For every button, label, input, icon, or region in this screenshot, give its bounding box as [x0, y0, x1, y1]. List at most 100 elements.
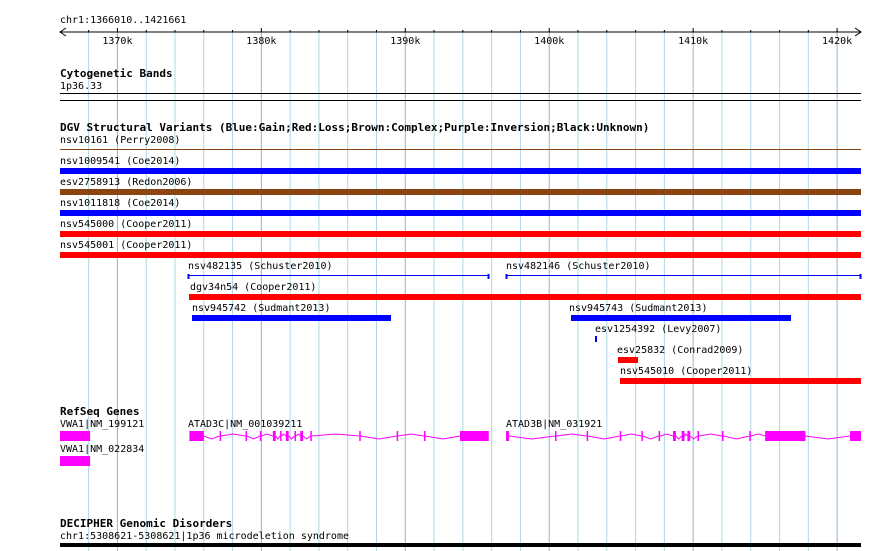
dgv-feature-label[interactable]: nsv545010 (Cooper2011) [620, 366, 753, 377]
gene-intron [288, 435, 295, 440]
dgv-feature-label[interactable]: nsv482135 (Schuster2010) [188, 261, 333, 272]
coordinate-ruler[interactable]: 1370k 1380k 1390k 1400k 1410k 1420k [0, 25, 890, 75]
gene-exon [506, 431, 509, 441]
gene-exon [586, 431, 589, 441]
dgv-feature-bar[interactable] [60, 210, 861, 216]
gene-intron [360, 435, 397, 440]
gene-intron [246, 435, 261, 440]
dgv-feature-label[interactable]: dgv34n54 (Cooper2011) [190, 282, 317, 293]
gene-exon [658, 431, 661, 441]
gene-intron [311, 433, 360, 437]
dgv-feature-label[interactable]: nsv545000 (Cooper2011) [60, 219, 193, 230]
ruler-left-arrow [59, 27, 67, 37]
gene-label[interactable]: ATAD3C|NM_001039211 [188, 419, 303, 430]
gene-exon [554, 431, 557, 441]
dgv-feature-label[interactable]: esv2758913 (Redon2006) [60, 177, 193, 188]
dgv-feature-bar[interactable] [595, 336, 597, 342]
dgv-feature-bar[interactable] [60, 149, 861, 150]
dgv-feature-span[interactable] [0, 274, 890, 284]
dgv-feature-label[interactable]: nsv1009541 (Coe2014) [60, 156, 181, 167]
gene-exon [424, 431, 426, 441]
gene-intron [398, 433, 425, 437]
gene-exon [459, 431, 489, 441]
position-label: chr1:1366010..1421661 [60, 15, 187, 26]
gene-exon [300, 431, 304, 441]
gene-intron [302, 435, 311, 440]
gene-intron [425, 435, 461, 440]
gene-intron [659, 433, 674, 437]
gene-exon [687, 431, 691, 441]
gene-intron [642, 435, 659, 440]
dgv-feature-label[interactable]: esv25832 (Conrad2009) [617, 345, 744, 356]
ruler-tick-label: 1380k [246, 36, 276, 47]
dgv-feature-label[interactable]: esv1254392 (Levy2007) [595, 324, 722, 335]
gene-label[interactable]: VWA1|NM_199121 [60, 419, 145, 430]
ruler-tick-label: 1420k [822, 36, 852, 47]
dgv-feature-label[interactable]: nsv545001 (Cooper2011) [60, 240, 193, 251]
dgv-feature-bar[interactable] [60, 231, 861, 237]
dgv-feature-label[interactable]: nsv945742 (Sudmant2013) [192, 303, 331, 314]
gene-exon [259, 431, 262, 441]
gene-intron [621, 433, 642, 437]
gene-intron [203, 435, 220, 440]
gene-intron [281, 433, 287, 437]
ruler-right-arrow [854, 27, 862, 37]
gene-intron [684, 433, 688, 437]
gene-exon [219, 431, 222, 441]
gene-intron [723, 435, 750, 440]
gene-intron [750, 433, 766, 437]
gene-exon [850, 431, 861, 441]
dgv-feature-label[interactable]: nsv1011818 (Coe2014) [60, 198, 181, 209]
gene-exon [641, 431, 643, 441]
gene-exon [294, 431, 296, 441]
gene-exon [681, 431, 685, 441]
gene-label[interactable]: VWA1|NM_022834 [60, 444, 145, 455]
gene-model[interactable] [0, 431, 890, 443]
dgv-feature-label[interactable]: nsv10161 (Perry2008) [60, 135, 181, 146]
ruler-tick-label: 1410k [678, 36, 708, 47]
gene-exon [60, 431, 91, 441]
gene-model[interactable] [0, 431, 890, 443]
dgv-feature-bar[interactable] [620, 378, 861, 384]
cytoband-track-title[interactable]: Cytogenetic Bands [60, 67, 173, 80]
refseq-track-title[interactable]: RefSeq Genes [60, 405, 140, 418]
gene-intron [689, 435, 698, 440]
gene-exon [749, 431, 751, 441]
cytoband-ideogram[interactable] [60, 93, 861, 101]
gene-exon [189, 431, 204, 441]
dgv-feature-bar[interactable] [571, 315, 791, 321]
gene-intron [588, 435, 620, 440]
decipher-track-title[interactable]: DECIPHER Genomic Disorders [60, 517, 233, 530]
gene-exon [619, 431, 622, 441]
gene-intron [275, 435, 281, 440]
gene-exon [673, 431, 676, 441]
gene-intron [675, 435, 683, 440]
decipher-feature-label[interactable]: chr1:5308621-5308621|1p36 microdeletion … [60, 531, 349, 542]
gene-exon [697, 431, 699, 441]
cytoband-label: 1p36.33 [60, 81, 103, 92]
gene-exon [60, 456, 91, 466]
gene-intron [261, 433, 274, 437]
gene-intron [221, 433, 246, 437]
gene-model[interactable] [0, 431, 890, 443]
dgv-feature-bar[interactable] [60, 189, 861, 195]
gene-intron [295, 433, 301, 437]
dgv-feature-bar[interactable] [60, 168, 861, 174]
dgv-feature-bar[interactable] [189, 294, 861, 300]
dgv-feature-label[interactable]: nsv482146 (Schuster2010) [506, 261, 651, 272]
dgv-track-title[interactable]: DGV Structural Variants (Blue:Gain;Red:L… [60, 121, 650, 134]
gene-exon [310, 431, 312, 441]
decipher-feature-bar[interactable] [60, 543, 861, 547]
dgv-feature-bar[interactable] [618, 357, 638, 363]
dgv-feature-span[interactable] [0, 274, 890, 284]
gene-intron [508, 435, 556, 440]
gene-label[interactable]: ATAD3B|NM_031921 [506, 419, 603, 430]
gene-model[interactable] [0, 456, 890, 468]
dgv-feature-bar[interactable] [60, 252, 861, 258]
dgv-feature-bar[interactable] [192, 315, 391, 321]
dgv-feature-label[interactable]: nsv945743 (Sudmant2013) [569, 303, 708, 314]
gene-exon [280, 431, 282, 441]
gene-exon [396, 431, 399, 441]
